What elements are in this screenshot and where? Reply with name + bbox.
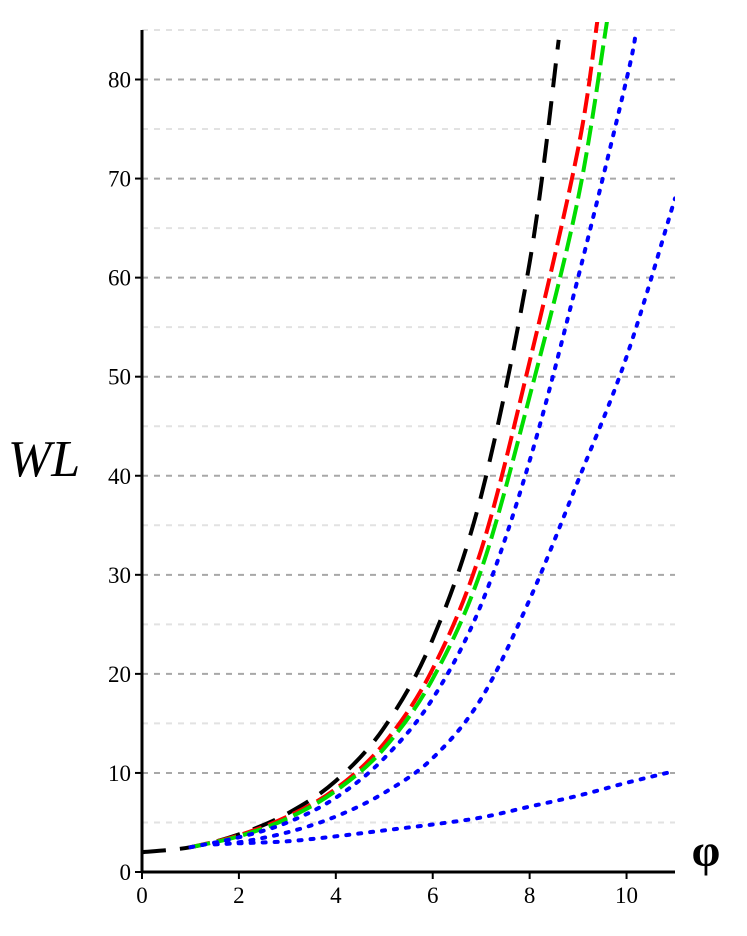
series-line-5 [212,196,675,847]
x-tick-label: 2 [233,883,245,908]
axes [140,30,675,874]
y-tick-label: 70 [108,167,131,192]
x-tick-label: 6 [427,883,439,908]
x-tick-label: 10 [615,883,638,908]
y-tick-label: 50 [108,365,131,390]
y-axis-title: WL [8,431,80,488]
y-tick-label: 60 [108,266,131,291]
y-tick-label: 30 [108,563,131,588]
x-axis-title: φ [692,825,721,876]
grid-lines [142,28,675,824]
y-tick-label: 20 [108,662,131,687]
series-lines [142,22,675,855]
x-tick-label: 4 [330,883,342,908]
x-tick-label: 0 [136,883,148,908]
x-tick-label: 8 [524,883,536,908]
series-line-1 [142,39,561,855]
series-line-4 [188,28,639,850]
y-tick-label: 80 [108,68,131,93]
series-line-2 [190,22,600,850]
tick-labels: 0 2 4 6 8 10 0 10 20 30 40 50 60 70 80 [108,68,638,909]
y-tick-label: 10 [108,761,131,786]
y-tick-label: 40 [108,464,131,489]
y-tick-label: 0 [120,860,132,885]
series-line-3 [190,22,609,850]
series-line-6 [212,769,675,847]
